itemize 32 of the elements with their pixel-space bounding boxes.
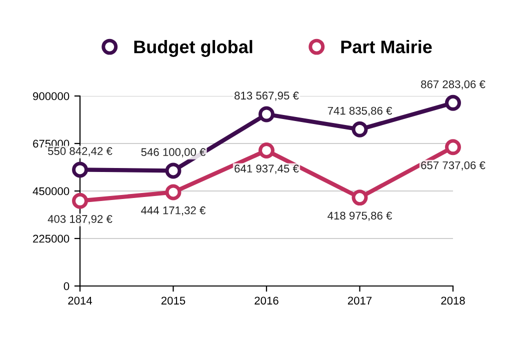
point: [352, 190, 368, 206]
data-label: 444 171,32 €: [141, 206, 206, 216]
point: [258, 142, 274, 158]
data-label: 418 975,86 €: [328, 212, 392, 221]
point: [352, 121, 368, 138]
data-label: 403 187,92 €: [48, 215, 112, 224]
data-label: 867 283,06 €: [421, 80, 486, 90]
data-label: 641 937,45 €: [234, 164, 299, 174]
point: [445, 94, 461, 111]
x-tick-label: 2015: [161, 296, 186, 305]
point: [72, 162, 88, 178]
data-label: 550 842,42 €: [48, 147, 112, 156]
point: [258, 106, 274, 122]
y-tick-label: 0: [64, 282, 70, 290]
x-tick-label: 2014: [68, 296, 92, 305]
y-tick-label: 675000: [33, 140, 70, 148]
data-label: 657 737,06 €: [421, 161, 486, 171]
y-tick-label: 225000: [33, 234, 70, 243]
data-label: 813 567,95 €: [234, 92, 299, 101]
x-tick-label: 2017: [348, 296, 372, 305]
x-tick-label: 2016: [254, 296, 278, 305]
y-tick-label: 900000: [33, 92, 70, 100]
legend-label: Part Mairie: [341, 40, 432, 54]
point: [165, 184, 182, 200]
x-tick-label: 2018: [441, 296, 465, 305]
point: [445, 139, 461, 156]
legend-label: Budget global: [134, 40, 252, 57]
point: [165, 162, 182, 179]
y-tick-label: 450000: [32, 187, 70, 196]
data-label: 546 100,00 €: [141, 148, 206, 158]
data-label: 741 835,86 €: [328, 106, 392, 116]
point: [72, 192, 88, 209]
